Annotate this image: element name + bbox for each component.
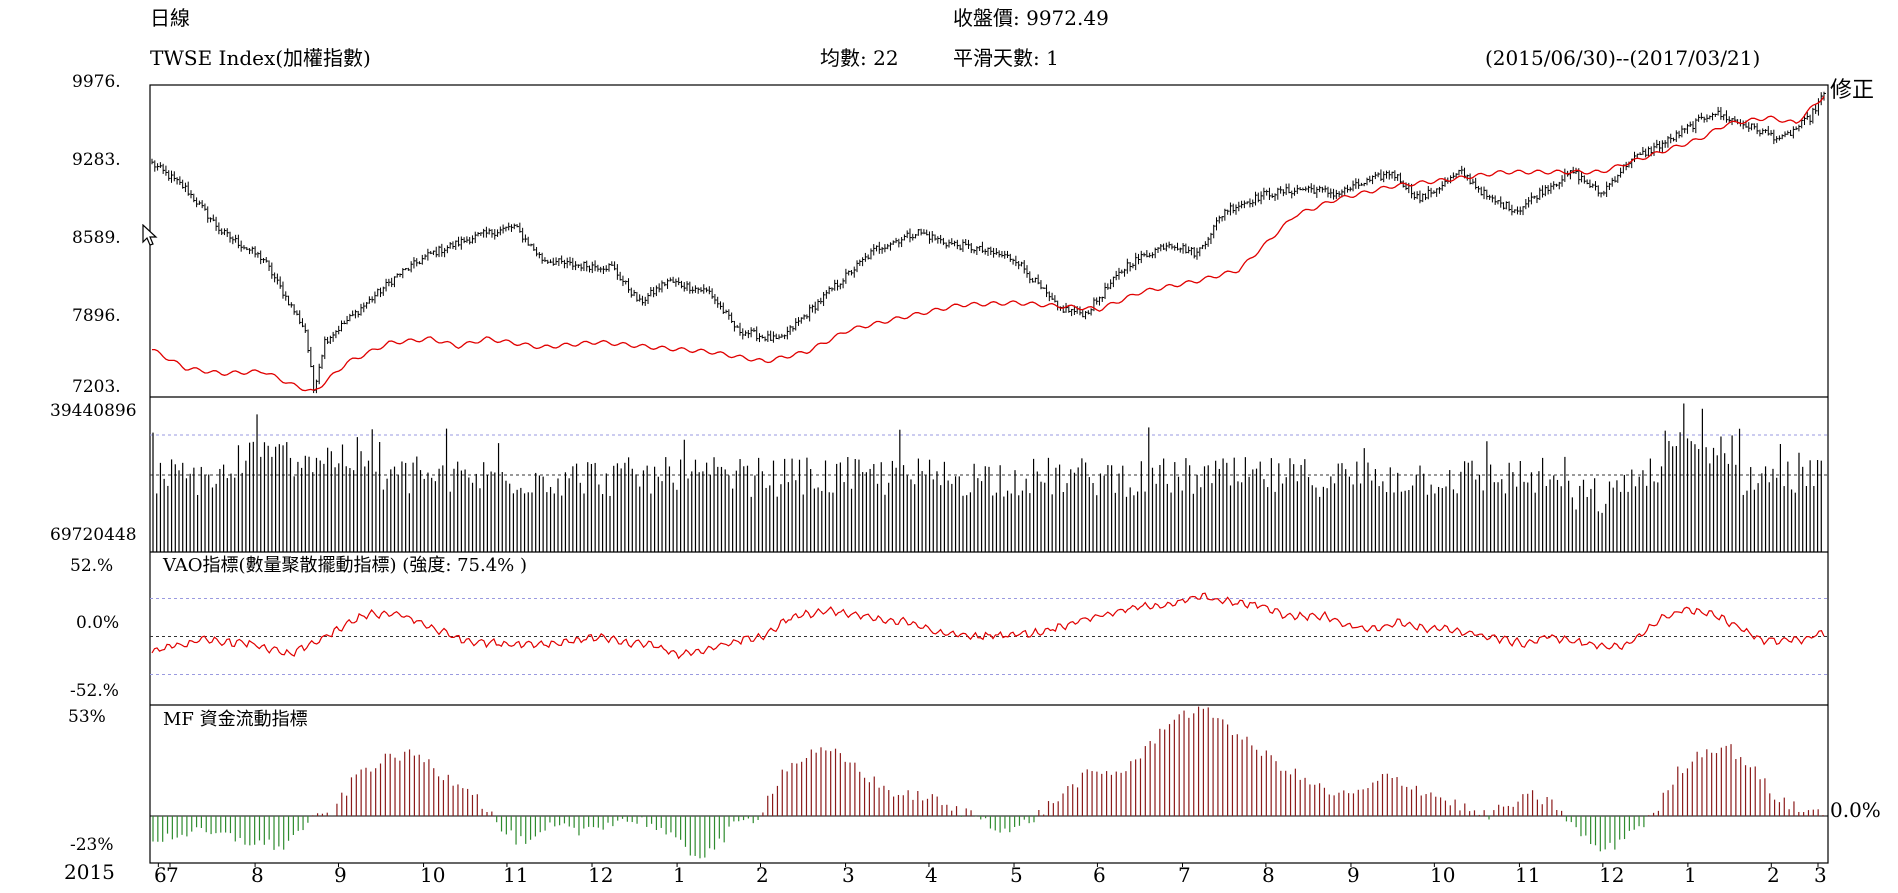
price-tick-label: 8589. — [72, 228, 121, 248]
mf-title: MF 資金流動指標 — [163, 709, 308, 730]
volume-tick-label: 39440896 — [50, 401, 137, 421]
mf-zero-label: 0.0% — [1830, 798, 1881, 822]
month-tick-label: 7 — [166, 863, 179, 887]
month-tick-label: 9 — [334, 863, 347, 887]
month-tick-label: 8 — [1262, 863, 1275, 887]
chart-frame — [149, 84, 1829, 864]
price-tick-label: 7896. — [72, 306, 121, 326]
month-tick-label: 10 — [1430, 863, 1456, 887]
month-tick-label: 7 — [1178, 863, 1191, 887]
moving-average-line — [152, 96, 1825, 392]
month-tick-label: 6 — [154, 863, 167, 887]
price-tick-label: 7203. — [72, 377, 121, 397]
mouse-cursor-icon — [142, 224, 158, 246]
month-tick-label: 1 — [673, 863, 686, 887]
date-range: (2015/06/30)--(2017/03/21) — [1485, 46, 1761, 70]
month-tick-label: 9 — [1347, 863, 1360, 887]
vao-tick-label: -52.% — [70, 681, 119, 701]
ma-label: 均數: 22 — [820, 46, 899, 70]
month-tick-label: 2 — [1767, 863, 1780, 887]
month-tick-label: 6 — [1093, 863, 1106, 887]
index-name: TWSE Index(加權指數) — [150, 46, 371, 70]
period-label: 日線 — [150, 6, 190, 30]
price-tick-label: 9283. — [72, 150, 121, 170]
month-tick-label: 3 — [842, 863, 855, 887]
vao-tick-label: 52.% — [70, 556, 114, 576]
vao-title: VAO指標(數量聚散擺動指標) (強度: 75.4% ) — [163, 555, 528, 576]
vao-line — [151, 592, 1825, 660]
month-tick-label: 12 — [1599, 863, 1625, 887]
price-tick-label: 9976. — [72, 72, 121, 92]
month-tick-label: 5 — [1010, 863, 1023, 887]
month-tick-label: 10 — [420, 863, 446, 887]
month-tick-label: 11 — [503, 863, 529, 887]
month-tick-label: 2 — [756, 863, 769, 887]
mf-tick-label: -23% — [70, 835, 114, 855]
close-price-label: 收盤價: 9972.49 — [953, 6, 1109, 30]
month-tick-label: 11 — [1515, 863, 1541, 887]
month-tick-label: 3 — [1814, 863, 1827, 887]
month-tick-label: 12 — [588, 863, 614, 887]
mf-tick-label: 53% — [68, 707, 106, 727]
year-label: 2015 — [64, 860, 115, 884]
smooth-label: 平滑天數: 1 — [953, 46, 1059, 70]
volume-tick-label: 69720448 — [50, 525, 137, 545]
month-tick-label: 8 — [251, 863, 264, 887]
month-tick-label: 4 — [925, 863, 938, 887]
adjust-button[interactable]: 修正 — [1830, 78, 1875, 103]
month-tick-label: 1 — [1684, 863, 1697, 887]
vao-tick-label: 0.0% — [76, 613, 120, 633]
